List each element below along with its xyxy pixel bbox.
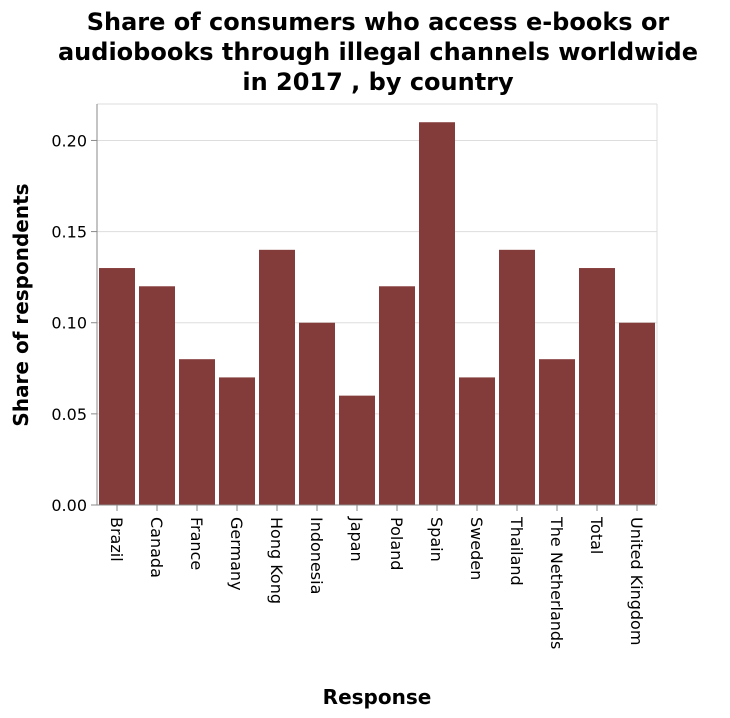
x-tick-label: The Netherlands [547, 516, 566, 649]
x-tick-label: Poland [387, 517, 406, 570]
bar-sweden [459, 377, 495, 505]
chart-title: Share of consumers who access e-books or… [58, 8, 698, 96]
x-tick-label: Spain [427, 517, 446, 562]
y-tick-label: 0.15 [51, 223, 87, 242]
bar-france [179, 359, 215, 505]
x-tick-label: Sweden [467, 517, 486, 580]
x-tick-label: Canada [147, 517, 166, 578]
y-tick-label: 0.10 [51, 314, 87, 333]
y-tick-label: 0.05 [51, 405, 87, 424]
y-tick-label: 0.00 [51, 496, 87, 515]
x-tick-label: France [187, 517, 206, 570]
x-tick-label: Germany [227, 517, 246, 591]
x-tick-label: Brazil [107, 517, 126, 562]
chart-title-line-1: Share of consumers who access e-books or [87, 8, 670, 36]
x-tick-label: Thailand [507, 516, 526, 586]
bar-poland [379, 286, 415, 505]
y-axis-ticks: 0.00 0.05 0.10 0.15 0.20 [51, 131, 97, 515]
y-tick-label: 0.20 [51, 131, 87, 150]
x-tick-label: Indonesia [307, 517, 326, 594]
x-axis-ticks: Brazil Canada France Germany Hong Kong Indone… [107, 505, 646, 649]
bar-total [579, 268, 615, 505]
y-axis-title: Share of respondents [9, 183, 33, 426]
bar-japan [339, 395, 375, 505]
bar-thailand [499, 249, 535, 505]
x-tick-label: Hong Kong [267, 517, 286, 604]
bar-germany [219, 377, 255, 505]
chart-title-line-3: in 2017 , by country [242, 68, 514, 96]
x-tick-label: Total [587, 516, 606, 554]
bar-the-netherlands [539, 359, 575, 505]
bar-brazil [99, 268, 135, 505]
axes [96, 104, 657, 506]
x-tick-label: Japan [347, 516, 366, 562]
chart-title-line-2: audiobooks through illegal channels worl… [58, 38, 698, 66]
bar-canada [139, 286, 175, 505]
bar-hong-kong [259, 249, 295, 505]
x-axis-title: Response [323, 685, 432, 709]
bar-indonesia [299, 322, 335, 505]
bar-spain [419, 122, 455, 506]
bar-united-kingdom [619, 322, 655, 505]
x-tick-label: United Kingdom [627, 517, 646, 645]
bars [99, 122, 655, 506]
